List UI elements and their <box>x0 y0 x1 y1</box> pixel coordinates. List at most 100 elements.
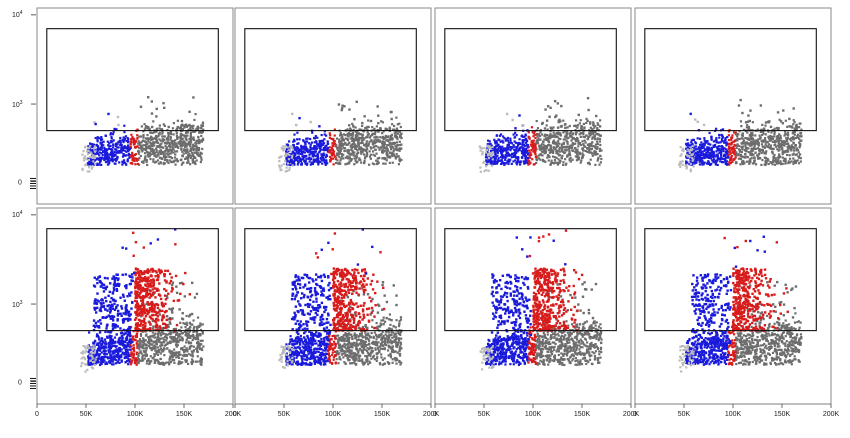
event-dot <box>572 132 575 135</box>
event-dot <box>162 349 165 353</box>
event-dot <box>383 150 386 153</box>
event-dot <box>685 144 688 147</box>
event-dot <box>331 142 334 145</box>
event-dot <box>696 158 699 161</box>
event-dot <box>313 137 317 140</box>
event-dot <box>724 162 727 166</box>
event-dot <box>492 156 496 159</box>
event-dot <box>560 147 564 150</box>
event-dot <box>141 330 144 333</box>
event-dot <box>532 150 535 153</box>
event-dot <box>702 152 705 155</box>
event-dot <box>183 354 186 358</box>
event-dot <box>745 147 748 150</box>
event-dot <box>757 157 760 160</box>
event-dot <box>293 154 296 157</box>
event-dot <box>524 137 528 141</box>
event-dot <box>581 152 584 155</box>
event-dot <box>370 147 373 150</box>
event-dot <box>190 358 194 361</box>
event-dot <box>182 322 185 325</box>
event-dot <box>752 161 756 164</box>
event-dot <box>90 347 93 350</box>
event-dot <box>494 149 497 152</box>
event-dot <box>192 138 195 142</box>
event-dot <box>314 154 318 158</box>
event-dot <box>749 151 752 154</box>
event-dot <box>128 327 132 330</box>
event-dot <box>572 149 575 153</box>
event-dot <box>350 159 353 162</box>
event-dot <box>515 161 518 165</box>
event-dot <box>152 160 155 163</box>
event-dot <box>548 134 551 137</box>
event-dot <box>184 348 187 351</box>
event-dot <box>104 330 107 334</box>
event-dot <box>562 141 565 144</box>
event-dot <box>788 146 791 150</box>
event-dot <box>158 124 161 127</box>
event-dot <box>199 160 202 164</box>
event-dot <box>158 313 161 316</box>
event-dot <box>371 126 374 129</box>
event-dot <box>290 145 293 148</box>
event-dot <box>145 362 148 365</box>
event-dot <box>183 124 186 127</box>
event-dot <box>156 346 159 349</box>
event-dot <box>548 115 551 118</box>
event-dot <box>149 153 152 156</box>
event-dot <box>99 158 102 161</box>
event-dot <box>724 141 727 144</box>
event-dot <box>776 159 779 162</box>
event-dot <box>724 151 727 154</box>
event-dot <box>568 149 571 152</box>
event-dot <box>200 158 203 161</box>
event-dot <box>86 149 89 152</box>
event-dot <box>152 148 155 152</box>
event-dot <box>80 365 83 368</box>
event-dot <box>700 141 703 144</box>
event-dot <box>120 151 123 154</box>
event-dot <box>190 154 193 157</box>
event-dot <box>184 144 187 148</box>
event-dot <box>720 151 723 154</box>
event-dot <box>119 336 122 339</box>
event-dot <box>156 353 160 356</box>
event-dot <box>304 159 307 162</box>
event-dot <box>368 163 371 166</box>
event-dot <box>536 140 539 143</box>
event-dot <box>147 357 150 361</box>
event-dot <box>539 138 542 141</box>
event-dot <box>399 135 402 138</box>
event-dot <box>771 152 774 155</box>
event-dot <box>98 154 101 157</box>
event-dot <box>772 135 776 138</box>
event-dot <box>527 159 530 162</box>
event-dot <box>769 134 772 138</box>
event-dot <box>112 363 115 366</box>
event-dot <box>152 345 155 348</box>
event-dot <box>147 139 150 143</box>
event-dot <box>740 145 743 148</box>
event-dot <box>192 330 195 334</box>
event-dot <box>197 343 200 346</box>
event-dot <box>201 124 204 128</box>
event-dot <box>81 361 84 365</box>
event-dot <box>159 357 162 361</box>
event-dot <box>121 148 125 151</box>
event-dot <box>599 134 602 137</box>
event-dot <box>295 148 298 151</box>
event-dot <box>183 135 187 138</box>
event-dot <box>538 148 541 151</box>
event-dot <box>678 163 681 166</box>
event-dot <box>177 356 181 360</box>
event-dot <box>95 335 99 338</box>
event-dot <box>582 149 585 152</box>
event-dot <box>107 349 110 352</box>
event-dot <box>487 146 490 149</box>
event-dot <box>749 135 753 139</box>
event-dot <box>168 350 171 353</box>
event-dot <box>558 148 561 151</box>
event-dot <box>720 145 723 148</box>
event-dot <box>389 145 392 148</box>
